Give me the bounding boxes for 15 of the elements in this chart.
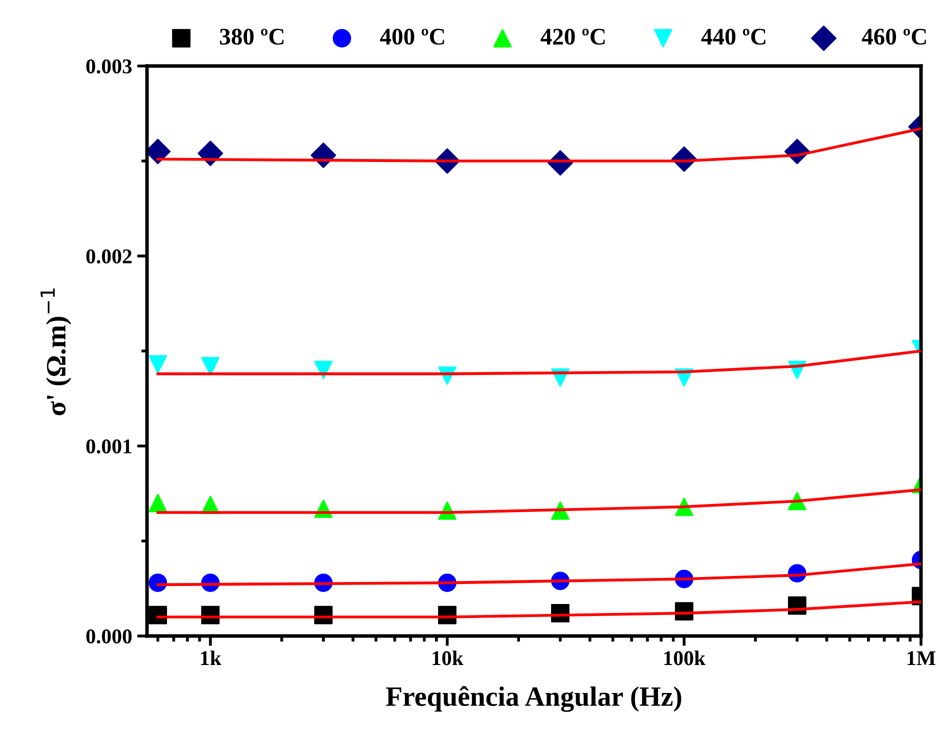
legend-label: 460 ºC [862, 28, 926, 45]
y-tick-label: 0.001 [86, 439, 132, 454]
x-tick-label: 1M [908, 651, 936, 666]
legend-label: 400 ºC [380, 28, 444, 45]
y-tick-label: 0.003 [86, 59, 132, 74]
legend-label: 420 ºC [540, 28, 605, 45]
x-axis-title: Frequência Angular (Hz) [386, 686, 682, 712]
legend-label: 380 ºC [220, 28, 284, 45]
x-tick-label: 1k [201, 650, 222, 666]
y-tick-label: 0.000 [86, 629, 132, 644]
y-axis-title: σ' (Ω.m)$^{−1}$ [40, 288, 72, 416]
x-tick-label: 10k [432, 650, 464, 666]
y-tick-label: 0.002 [86, 249, 132, 264]
legend-label: 440 ºC [701, 28, 766, 45]
x-tick-label: 100k [664, 650, 706, 666]
